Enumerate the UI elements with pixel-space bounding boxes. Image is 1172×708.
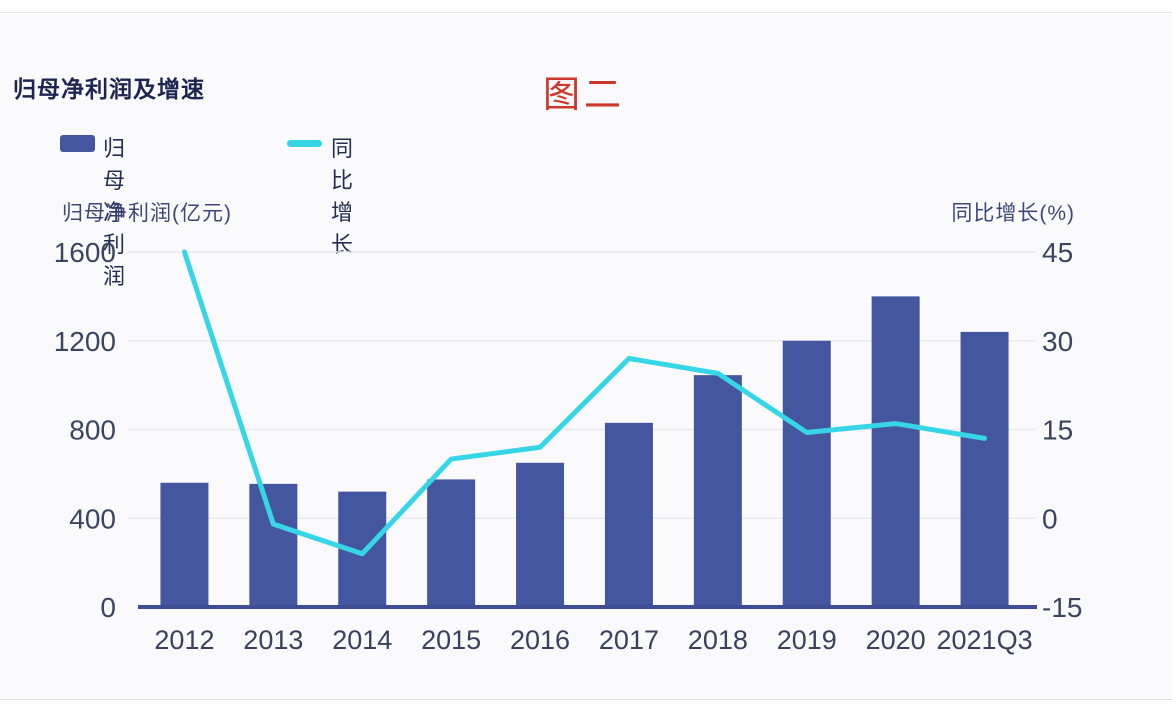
bar-2021Q3 xyxy=(960,331,1009,607)
x-label-2014: 2014 xyxy=(332,625,392,655)
x-label-2020: 2020 xyxy=(866,625,926,655)
bar-2020 xyxy=(871,296,920,607)
left-tick-1600: 1600 xyxy=(54,237,116,268)
chart-panel: 归母净利润及增速 图二 归母净利润 同比增长 归母净利润(亿元) 同比增长(%)… xyxy=(0,14,1172,700)
left-tick-400: 400 xyxy=(69,503,116,534)
x-label-2021Q3: 2021Q3 xyxy=(937,625,1033,655)
right-tick-15: 15 xyxy=(1042,415,1073,446)
left-tick-800: 800 xyxy=(69,415,116,446)
right-tick-45: 45 xyxy=(1042,237,1073,268)
bar-2013 xyxy=(249,483,298,607)
right-axis-title: 同比增长(%) xyxy=(951,202,1075,225)
bar-2017 xyxy=(604,422,653,607)
left-axis-title: 归母净利润(亿元) xyxy=(62,202,232,225)
left-tick-1200: 1200 xyxy=(54,326,116,357)
bar-2018 xyxy=(693,375,742,607)
x-label-2016: 2016 xyxy=(510,625,570,655)
top-divider xyxy=(0,0,1172,13)
x-label-2017: 2017 xyxy=(599,625,659,655)
x-label-2013: 2013 xyxy=(243,625,303,655)
line-series-swatch-icon xyxy=(287,140,322,147)
x-label-2019: 2019 xyxy=(777,625,837,655)
right-tick-30: 30 xyxy=(1042,326,1073,357)
bar-series-swatch-icon xyxy=(60,135,95,152)
x-label-2018: 2018 xyxy=(688,625,748,655)
legend-label-bar: 归母净利润 xyxy=(103,136,127,289)
growth-line xyxy=(181,249,988,557)
right-tick-0: 0 xyxy=(1042,503,1058,534)
bottom-divider xyxy=(0,700,1172,708)
bar-2016 xyxy=(516,462,565,607)
bar-2019 xyxy=(782,340,831,607)
left-tick-0: 0 xyxy=(100,592,116,623)
chart-title: 归母净利润及增速 xyxy=(13,76,205,102)
bar-2012 xyxy=(160,482,209,607)
bar-2015 xyxy=(427,479,476,607)
figure-label: 图二 xyxy=(543,75,625,116)
x-label-2015: 2015 xyxy=(421,625,481,655)
legend-label-line: 同比增长 xyxy=(331,136,355,257)
x-label-2012: 2012 xyxy=(154,625,214,655)
combo-chart: 1600 1200 800 400 0 45 30 15 0 -15 2012 2013 2014 201… xyxy=(54,237,1083,655)
right-tick--15: -15 xyxy=(1042,592,1082,623)
